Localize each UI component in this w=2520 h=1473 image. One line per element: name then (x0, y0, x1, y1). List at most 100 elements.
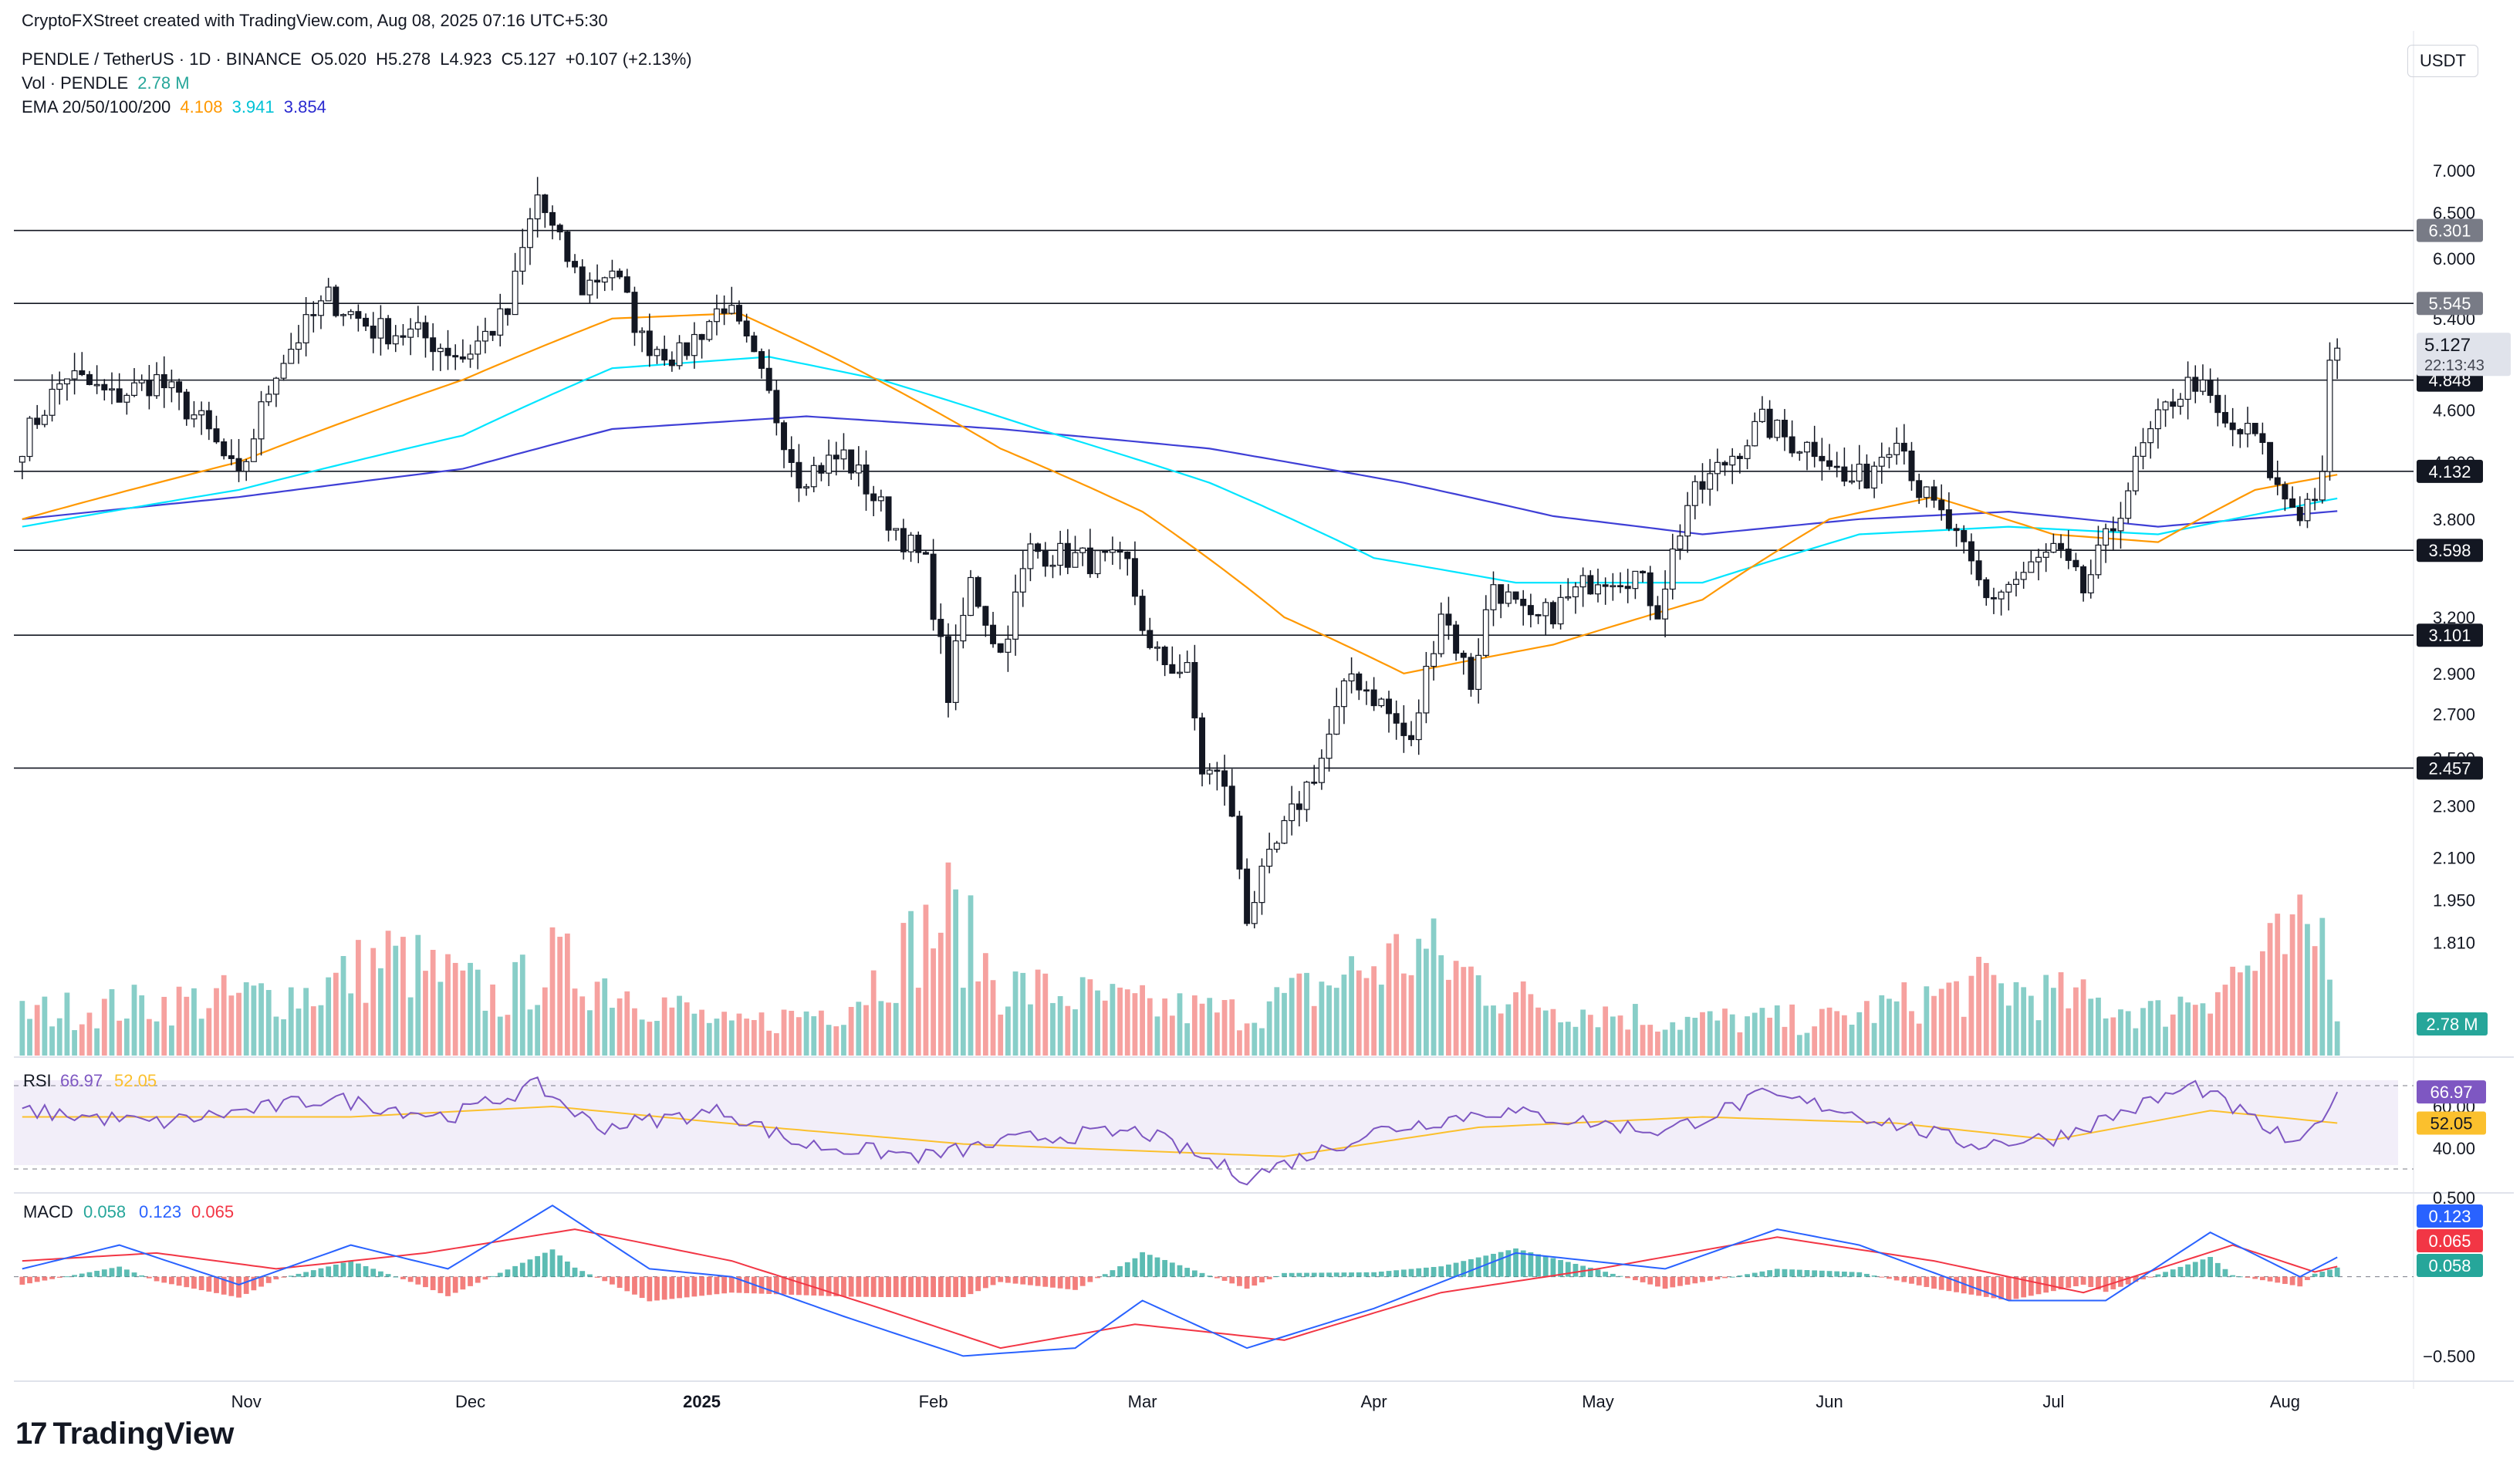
countdown-label: 22:13:43 (2424, 357, 2485, 374)
candle-down (818, 465, 825, 474)
candle-up (2326, 360, 2333, 472)
volume-bar (1296, 973, 1302, 1056)
macd-histogram-bar (1491, 1253, 1496, 1277)
volume-bar (863, 1005, 869, 1056)
candle-down (2229, 422, 2236, 431)
candle-up (1281, 819, 1288, 844)
volume-bar (2289, 914, 2295, 1056)
ema-legend[interactable]: EMA 20/50/100/200 4.108 3.941 3.854 (22, 97, 331, 117)
x-axis-label: 2025 (683, 1392, 721, 1411)
volume-bar (326, 977, 332, 1056)
macd-histogram-bar (893, 1276, 899, 1297)
volume-bar (1191, 995, 1198, 1056)
macd-histogram-bar (1177, 1265, 1183, 1277)
candle-down (2282, 484, 2289, 500)
candle-up (728, 305, 735, 314)
candle-down (788, 449, 795, 463)
volume-bar (1707, 1011, 1713, 1056)
candle-up (2125, 490, 2132, 519)
macd-histogram-bar (2058, 1276, 2064, 1290)
macd-histogram-bar (1147, 1255, 1153, 1277)
volume-bar (1729, 1014, 1735, 1056)
macd-histogram-bar (400, 1276, 406, 1279)
macd-histogram-bar (2066, 1276, 2072, 1289)
candle-down (1647, 572, 1654, 606)
volume-bar (2334, 1021, 2340, 1056)
macd-histogram-bar (572, 1267, 578, 1277)
volume-bar (512, 961, 519, 1056)
macd-histogram-bar (2170, 1269, 2176, 1277)
candle-up (1079, 547, 1086, 553)
x-axis-label: May (1582, 1392, 1614, 1411)
macd-histogram-bar (1819, 1270, 1825, 1277)
macd-histogram-bar (1946, 1276, 1952, 1292)
macd-histogram-bar (1073, 1276, 1078, 1290)
candle-down (1938, 499, 1945, 511)
candle-down (504, 308, 511, 316)
candle-up (2117, 518, 2124, 532)
macd-histogram-bar (2080, 1276, 2086, 1285)
macd-histogram-bar (56, 1276, 62, 1278)
volume-bar (2133, 1028, 2139, 1056)
candle-up (1579, 575, 1586, 588)
volume-bar (1587, 1015, 1593, 1056)
volume-bar (1147, 998, 1153, 1056)
macd-histogram-bar (691, 1276, 698, 1297)
volume-bar (2050, 988, 2056, 1056)
candle-up (131, 382, 138, 396)
candle-down (79, 370, 86, 376)
macd-histogram-bar (2013, 1276, 2019, 1299)
volume-bar (1057, 995, 1063, 1056)
ohlc-legend[interactable]: PENDLE / TetherUS · 1D · BINANCE O5.020 … (22, 49, 697, 69)
macd-tick-label: 0.500 (2433, 1188, 2475, 1208)
macd-histogram-bar (1647, 1276, 1654, 1285)
level-tag (2417, 218, 2483, 242)
candle-up (272, 377, 279, 395)
macd-histogram-bar (2319, 1272, 2326, 1277)
volume-bar (79, 1024, 85, 1056)
macd-histogram-bar (535, 1255, 541, 1277)
volume-bar (1282, 992, 1287, 1056)
candle-up (1415, 712, 1422, 741)
currency-button[interactable]: USDT (2407, 45, 2478, 77)
ema200-line (22, 415, 2338, 535)
volume-bar (1580, 1009, 1586, 1056)
volume-bar (2028, 995, 2034, 1056)
macd-signal-legend-value: 0.065 (191, 1202, 234, 1221)
volume-bar (736, 1013, 742, 1056)
macd-histogram-bar (1154, 1257, 1160, 1277)
macd-histogram-bar (72, 1275, 77, 1277)
macd-histogram-bar (1237, 1276, 1242, 1286)
macd-histogram-bar (1184, 1268, 1191, 1277)
macd-histogram-bar (1550, 1258, 1556, 1277)
macd-histogram-bar (310, 1270, 316, 1277)
macd-histogram-bar (2028, 1276, 2034, 1296)
candle-down (1983, 579, 1990, 599)
rsi-legend-value: 66.97 (60, 1071, 103, 1090)
volume-bar (1841, 1015, 1847, 1056)
candle-down (997, 643, 1004, 653)
volume-bar (2208, 1013, 2214, 1056)
volume-bar (998, 1014, 1004, 1056)
volume-bar (2073, 987, 2079, 1056)
volume-legend[interactable]: Vol · PENDLE 2.78 M (22, 73, 194, 93)
volume-bar (1378, 985, 1384, 1056)
candle-up (414, 322, 421, 330)
tradingview-logo[interactable]: 17 TradingView (15, 1417, 234, 1451)
macd-histogram-bar (139, 1275, 145, 1277)
macd-histogram-bar (624, 1276, 630, 1292)
rsi-ma-legend-value: 52.05 (114, 1071, 157, 1090)
macd-histogram-bar (1893, 1276, 1900, 1281)
candle-up (56, 383, 63, 390)
volume-bar (647, 1022, 653, 1056)
candle-up (325, 286, 332, 302)
ema50-value: 4.108 (180, 97, 223, 117)
rsi-band (14, 1080, 2398, 1165)
volume-bar (1700, 1012, 1705, 1056)
candle-up (1318, 758, 1325, 783)
macd-histogram-bar (236, 1276, 242, 1298)
macd-histogram-bar (1916, 1276, 1922, 1285)
candle-up (1796, 451, 1803, 454)
volume-bar (1893, 1001, 1900, 1056)
